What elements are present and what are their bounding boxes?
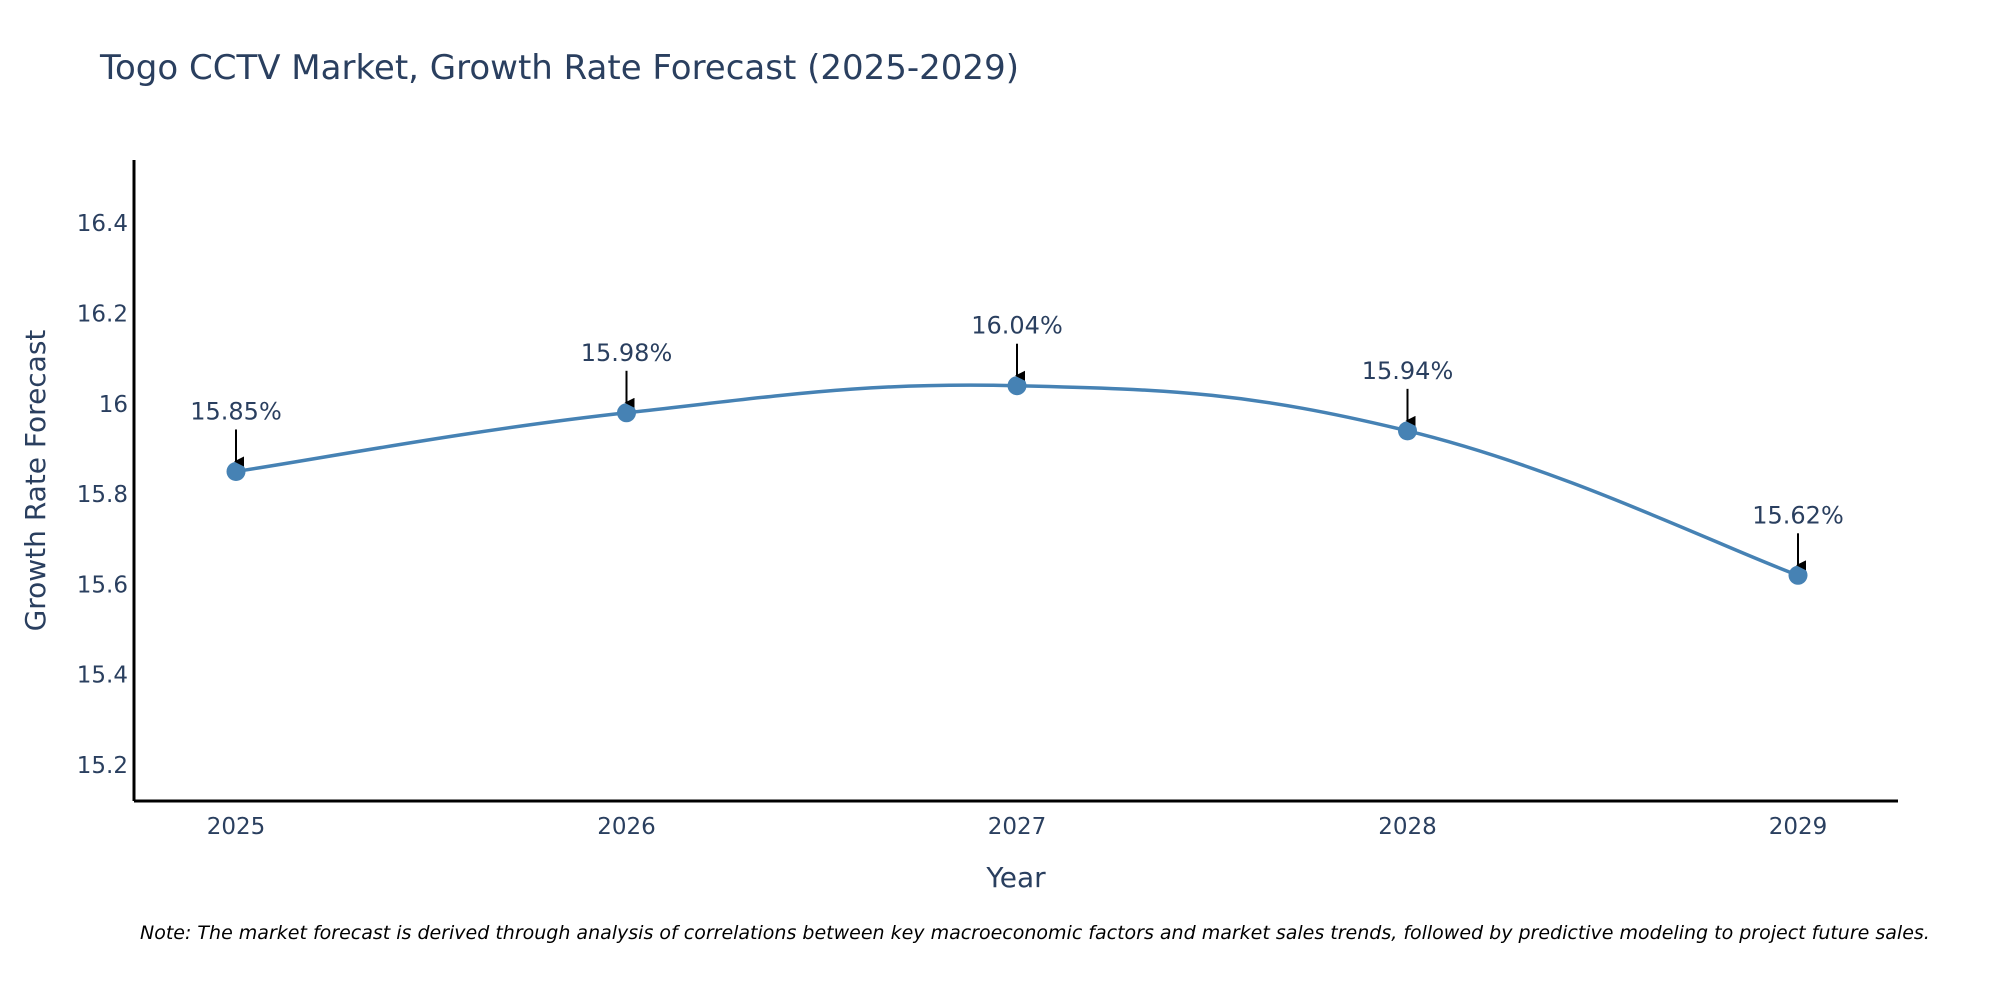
series-line	[235, 383, 1799, 577]
y-tick-label: 16	[99, 392, 128, 418]
x-tick-label: 2026	[597, 814, 656, 840]
y-tick-label: 15.6	[77, 572, 128, 598]
growth-rate-series	[226, 376, 1808, 585]
data-labels: 15.85% 15.98% 16.04% 15.94% 15.62%	[190, 312, 1844, 571]
data-point	[1007, 376, 1027, 396]
x-tick-label: 2029	[1769, 814, 1828, 840]
data-label: 15.62%	[1752, 501, 1844, 529]
data-label: 15.85%	[190, 397, 282, 425]
y-tick-label: 16.4	[77, 211, 128, 237]
x-tick-label: 2025	[207, 814, 266, 840]
y-tick-label: 15.4	[77, 663, 128, 689]
data-point	[226, 461, 246, 481]
x-tick-label: 2027	[988, 814, 1047, 840]
y-tick-label: 15.2	[77, 753, 128, 779]
data-label: 15.94%	[1362, 357, 1454, 385]
y-tick-label: 16.2	[77, 301, 128, 327]
y-axis-title: Growth Rate Forecast	[19, 330, 52, 632]
data-label: 16.04%	[971, 312, 1063, 340]
data-point	[617, 403, 636, 423]
x-axis-title: Year	[985, 861, 1046, 894]
x-axis: 2025 2026 2027 2028 2029	[134, 799, 1898, 840]
y-axis: 15.2 15.4 15.6 15.8 16 16.2 16.4	[77, 160, 136, 801]
x-tick-label: 2028	[1378, 814, 1437, 840]
data-label: 15.98%	[581, 339, 673, 367]
y-tick-label: 15.8	[77, 482, 128, 508]
data-point	[1788, 565, 1808, 585]
chart-title: Togo CCTV Market, Growth Rate Forecast (…	[100, 48, 1019, 88]
footnote: Note: The market forecast is derived thr…	[140, 922, 1930, 944]
data-point	[1398, 421, 1417, 441]
